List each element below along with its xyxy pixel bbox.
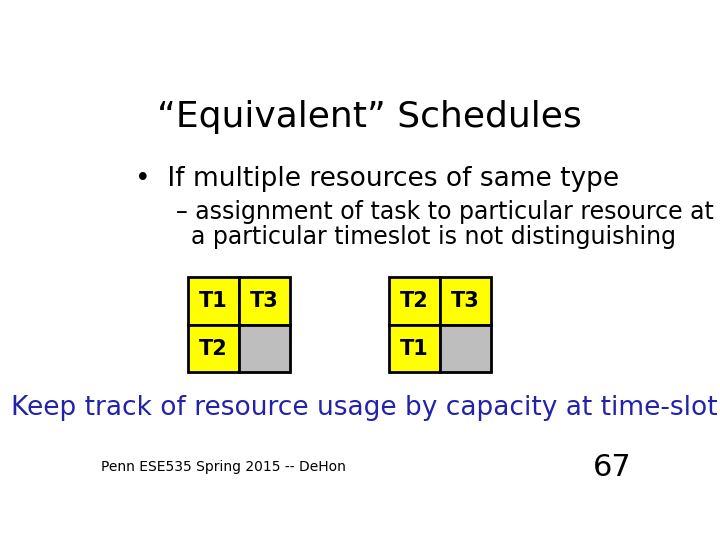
Text: 67: 67 [593,453,631,482]
Bar [188,277,239,325]
Text: “Equivalent” Schedules: “Equivalent” Schedules [157,100,581,134]
Text: Penn ESE535 Spring 2015 -- DeHon: Penn ESE535 Spring 2015 -- DeHon [101,460,346,474]
Text: T3: T3 [251,291,279,310]
Bar [188,325,239,373]
Text: T3: T3 [451,291,480,310]
Bar [239,325,290,373]
Text: T2: T2 [199,339,228,359]
Bar [389,277,440,325]
Bar [389,325,440,373]
Text: T2: T2 [400,291,428,310]
Bar [239,277,290,325]
Text: a particular timeslot is not distinguishing: a particular timeslot is not distinguish… [176,225,677,249]
Bar [440,325,491,373]
Bar [440,277,491,325]
Text: T1: T1 [199,291,228,310]
Text: – assignment of task to particular resource at: – assignment of task to particular resou… [176,200,714,225]
Text: T1: T1 [400,339,428,359]
Text: Keep track of resource usage by capacity at time-slot.: Keep track of resource usage by capacity… [12,395,720,421]
Text: •  If multiple resources of same type: • If multiple resources of same type [135,166,618,192]
